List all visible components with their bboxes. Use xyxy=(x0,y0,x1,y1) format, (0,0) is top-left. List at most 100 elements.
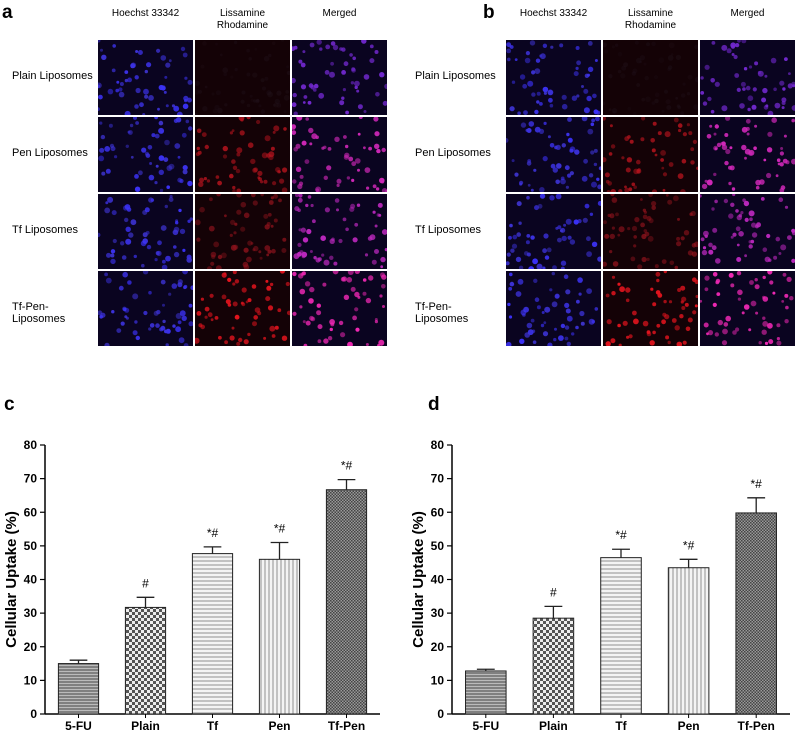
cell-nucleus xyxy=(267,91,273,98)
cell-nucleus xyxy=(519,338,525,344)
cell-nucleus xyxy=(524,57,531,64)
cell-nucleus xyxy=(661,319,666,325)
cell-nucleus xyxy=(565,289,571,295)
cell-nucleus xyxy=(356,203,361,207)
cell-nucleus xyxy=(153,310,159,316)
cell-nucleus xyxy=(755,185,760,190)
cell-nucleus xyxy=(605,341,611,346)
cell-nucleus xyxy=(372,184,377,189)
cell-nucleus xyxy=(270,224,274,228)
cell-nucleus xyxy=(277,308,282,313)
cell-nucleus xyxy=(293,253,300,260)
cell-nucleus xyxy=(549,288,553,292)
cell-nucleus xyxy=(737,297,741,301)
cell-nucleus xyxy=(741,311,745,315)
cell-nucleus xyxy=(709,124,713,128)
cell-nucleus xyxy=(680,111,685,115)
cell-nucleus xyxy=(767,131,773,137)
cell-nucleus xyxy=(204,144,209,150)
cell-nucleus xyxy=(283,127,287,131)
cell-nucleus xyxy=(300,62,306,68)
cell-nucleus xyxy=(365,297,372,304)
cell-nucleus xyxy=(708,249,714,255)
cell-nucleus xyxy=(269,325,276,332)
cell-nucleus xyxy=(336,183,340,187)
cell-nucleus xyxy=(689,212,693,216)
cell-nucleus xyxy=(506,48,512,54)
cell-nucleus xyxy=(618,343,622,346)
x-tick-label: Tf xyxy=(615,719,627,733)
cell-nucleus xyxy=(168,163,175,170)
cell-nucleus xyxy=(135,335,140,341)
cell-nucleus xyxy=(723,322,729,327)
cell-nucleus xyxy=(735,43,740,48)
cell-nucleus xyxy=(692,139,697,144)
cell-nucleus xyxy=(339,47,343,51)
cell-nucleus xyxy=(135,50,139,53)
cell-nucleus xyxy=(165,62,171,68)
cell-nucleus xyxy=(163,90,167,94)
cell-nucleus xyxy=(351,67,356,73)
cell-nucleus xyxy=(748,244,753,249)
cell-nucleus xyxy=(712,227,718,233)
cell-nucleus xyxy=(377,202,383,208)
cell-nucleus xyxy=(737,289,743,296)
cell-nucleus xyxy=(320,235,326,241)
cell-nucleus xyxy=(603,220,607,225)
cell-nucleus xyxy=(742,87,746,91)
cell-nucleus xyxy=(779,151,784,156)
cell-nucleus xyxy=(753,146,757,150)
cell-nucleus xyxy=(715,278,721,284)
cell-nucleus xyxy=(236,209,242,215)
cell-nucleus xyxy=(534,297,540,302)
cell-nucleus xyxy=(215,265,222,269)
cell-nucleus xyxy=(554,293,560,299)
cell-nucleus xyxy=(754,124,758,128)
cell-nucleus xyxy=(104,272,108,277)
cell-nucleus xyxy=(100,312,106,318)
cell-nucleus xyxy=(569,171,574,176)
cell-nucleus xyxy=(725,117,731,121)
cell-nucleus xyxy=(229,335,235,341)
cell-nucleus xyxy=(508,235,512,240)
cell-nucleus xyxy=(134,186,141,192)
cell-nucleus xyxy=(178,337,185,344)
cell-nucleus xyxy=(313,83,319,89)
cell-nucleus xyxy=(721,340,728,346)
cell-nucleus xyxy=(238,337,243,343)
cell-nucleus xyxy=(161,264,168,269)
cell-nucleus xyxy=(303,343,308,346)
cell-nucleus xyxy=(312,219,316,224)
micrograph xyxy=(195,194,290,269)
cell-nucleus xyxy=(691,251,698,257)
cell-nucleus xyxy=(674,265,679,269)
cell-nucleus xyxy=(116,80,120,84)
y-tick-label: 50 xyxy=(431,539,445,553)
cell-nucleus xyxy=(135,121,139,125)
cell-nucleus xyxy=(271,334,276,338)
cell-nucleus xyxy=(642,214,648,220)
cell-nucleus xyxy=(784,319,789,324)
cell-nucleus xyxy=(544,255,550,260)
cell-nucleus xyxy=(754,278,758,282)
bar xyxy=(532,617,575,715)
cell-nucleus xyxy=(783,134,787,138)
cell-nucleus xyxy=(266,222,271,226)
cell-nucleus xyxy=(273,102,279,108)
cell-nucleus xyxy=(354,291,360,298)
cell-nucleus xyxy=(340,332,346,338)
cell-nucleus xyxy=(307,195,312,199)
cell-nucleus xyxy=(559,43,564,48)
cell-nucleus xyxy=(374,224,378,228)
cell-nucleus xyxy=(557,225,562,230)
cell-nucleus xyxy=(98,232,101,238)
cell-nucleus xyxy=(723,198,729,204)
cell-nucleus xyxy=(180,46,186,52)
cell-nucleus xyxy=(651,148,656,153)
cell-nucleus xyxy=(622,320,628,326)
cell-nucleus xyxy=(336,208,339,212)
cell-nucleus xyxy=(326,165,332,171)
cell-nucleus xyxy=(627,227,631,231)
cell-nucleus xyxy=(611,291,616,296)
cell-nucleus xyxy=(661,109,665,113)
